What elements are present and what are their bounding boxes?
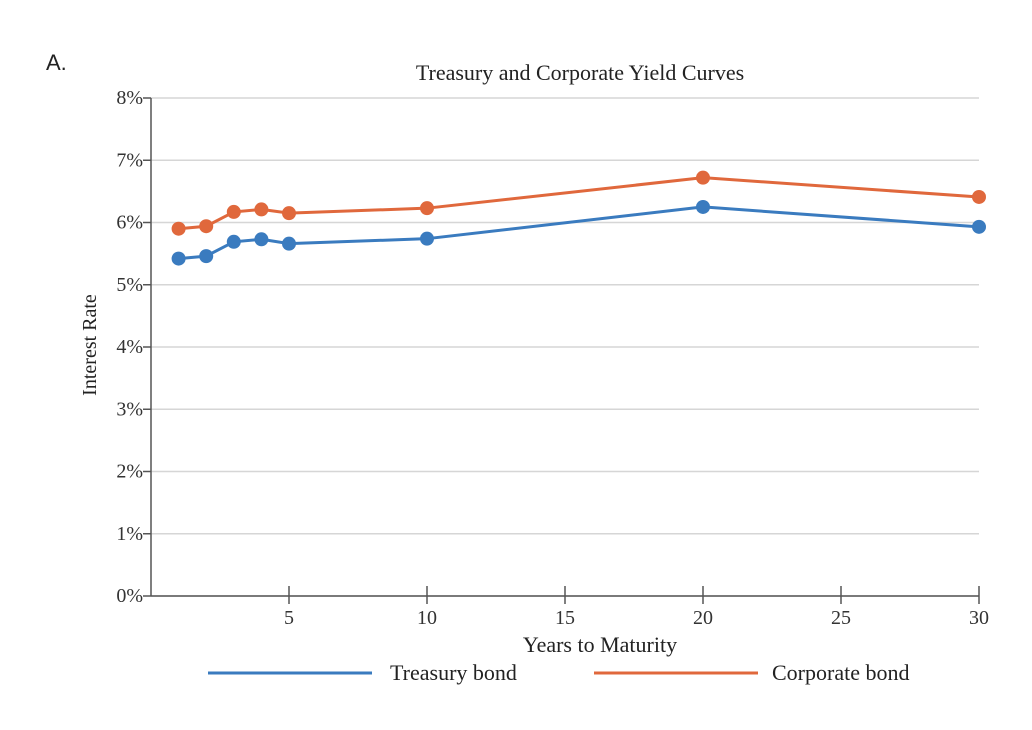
data-point <box>199 249 214 264</box>
data-point <box>254 232 269 247</box>
data-point <box>696 170 710 185</box>
y-tick-label: 7% <box>116 149 143 171</box>
data-point <box>226 204 241 219</box>
y-tick-label: 6% <box>116 212 143 234</box>
data-point <box>972 189 986 204</box>
series-line-0 <box>178 205 980 261</box>
y-tick-label: 3% <box>116 398 143 420</box>
y-tick-label: 2% <box>116 461 143 483</box>
y-tick-label: 0% <box>116 585 143 607</box>
data-point <box>254 202 269 217</box>
y-tick-label: 4% <box>116 336 143 358</box>
data-point <box>420 231 434 246</box>
x-tick-label: 30 <box>969 607 989 629</box>
y-tick-label: 1% <box>116 523 143 545</box>
y-tick-label: 5% <box>116 274 143 296</box>
chart-title: Treasury and Corporate Yield Curves <box>416 60 744 85</box>
legend-label: Treasury bond <box>390 660 517 685</box>
x-tick-label: 15 <box>555 607 575 629</box>
data-point <box>420 201 434 216</box>
data-point <box>282 236 296 251</box>
x-axis-label: Years to Maturity <box>523 632 677 657</box>
data-point <box>972 219 986 234</box>
y-tick-label: 8% <box>116 87 143 109</box>
data-point <box>696 199 710 214</box>
data-point <box>171 251 186 266</box>
y-axis-label: Interest Rate <box>79 294 101 396</box>
x-tick-label: 20 <box>693 607 713 629</box>
x-tick-label: 25 <box>831 607 851 629</box>
legend-label: Corporate bond <box>772 660 909 685</box>
data-point <box>282 206 296 221</box>
data-point <box>171 221 186 236</box>
x-tick-label: 5 <box>284 607 294 629</box>
x-tick-label: 10 <box>417 607 437 629</box>
data-point <box>199 219 214 234</box>
data-point <box>226 234 241 249</box>
question-label: A. <box>46 50 67 75</box>
